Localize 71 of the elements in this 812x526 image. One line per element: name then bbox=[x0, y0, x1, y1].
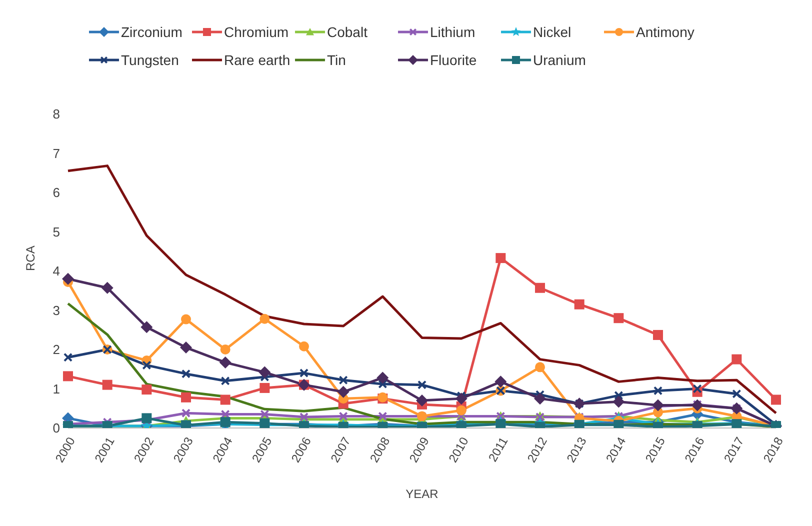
point bbox=[64, 353, 72, 362]
point bbox=[142, 384, 152, 395]
legend-label: Tungsten bbox=[121, 52, 179, 68]
point bbox=[300, 368, 308, 378]
point bbox=[102, 380, 112, 390]
y-tick-label: 1 bbox=[52, 381, 60, 396]
point bbox=[101, 282, 114, 294]
y-tick-label: 2 bbox=[52, 342, 60, 358]
point bbox=[180, 342, 192, 354]
point bbox=[142, 360, 151, 370]
point bbox=[494, 376, 507, 388]
point bbox=[574, 299, 584, 310]
legend-label: Uranium bbox=[533, 52, 586, 68]
point bbox=[612, 396, 625, 408]
point bbox=[654, 386, 662, 395]
legend-label: Zirconium bbox=[121, 24, 182, 40]
legend-label: Rare earth bbox=[224, 52, 290, 68]
point bbox=[455, 392, 468, 405]
y-tick-label: 4 bbox=[52, 264, 60, 279]
point bbox=[258, 366, 271, 378]
point bbox=[260, 410, 269, 419]
point bbox=[181, 314, 191, 324]
point bbox=[220, 394, 230, 405]
y-tick-label: 7 bbox=[52, 146, 60, 161]
point bbox=[260, 314, 270, 324]
y-tick-label: 8 bbox=[52, 106, 60, 122]
point bbox=[299, 341, 309, 352]
point bbox=[496, 253, 506, 264]
point bbox=[614, 420, 624, 428]
point bbox=[418, 380, 426, 390]
legend-label: Lithium bbox=[430, 24, 476, 40]
y-tick-label: 0 bbox=[52, 420, 60, 436]
point bbox=[339, 412, 348, 420]
legend-label: Tin bbox=[327, 52, 346, 68]
point bbox=[456, 405, 466, 416]
point bbox=[652, 399, 664, 412]
line-series bbox=[66, 164, 778, 414]
point bbox=[732, 390, 741, 398]
legend-label: Chromium bbox=[224, 24, 289, 40]
point bbox=[219, 356, 232, 368]
point bbox=[140, 321, 153, 334]
y-tick-label: 5 bbox=[52, 224, 60, 240]
y-tick-label: 3 bbox=[52, 302, 60, 318]
point bbox=[691, 399, 704, 412]
point bbox=[376, 372, 389, 384]
point bbox=[339, 376, 348, 384]
point bbox=[653, 330, 663, 340]
y-axis-title: RCA bbox=[23, 246, 38, 271]
point bbox=[614, 313, 624, 324]
point bbox=[535, 362, 545, 372]
legend-label: Nickel bbox=[533, 24, 572, 40]
legend-label: Antimony bbox=[636, 24, 694, 40]
point bbox=[221, 376, 230, 386]
point bbox=[534, 392, 546, 405]
point bbox=[62, 272, 74, 285]
point bbox=[220, 344, 230, 354]
point bbox=[181, 392, 191, 402]
point bbox=[535, 282, 545, 293]
point bbox=[337, 386, 350, 398]
point bbox=[771, 394, 781, 405]
point bbox=[63, 371, 73, 382]
point bbox=[260, 382, 270, 393]
point bbox=[693, 384, 702, 393]
x-axis-title: YEAR bbox=[406, 487, 439, 501]
legend-label: Cobalt bbox=[327, 24, 368, 40]
legend-label: Fluorite bbox=[430, 52, 477, 68]
point bbox=[732, 354, 742, 364]
point bbox=[182, 370, 190, 378]
point bbox=[416, 394, 428, 407]
y-tick-label: 6 bbox=[52, 185, 60, 200]
point bbox=[378, 412, 387, 420]
